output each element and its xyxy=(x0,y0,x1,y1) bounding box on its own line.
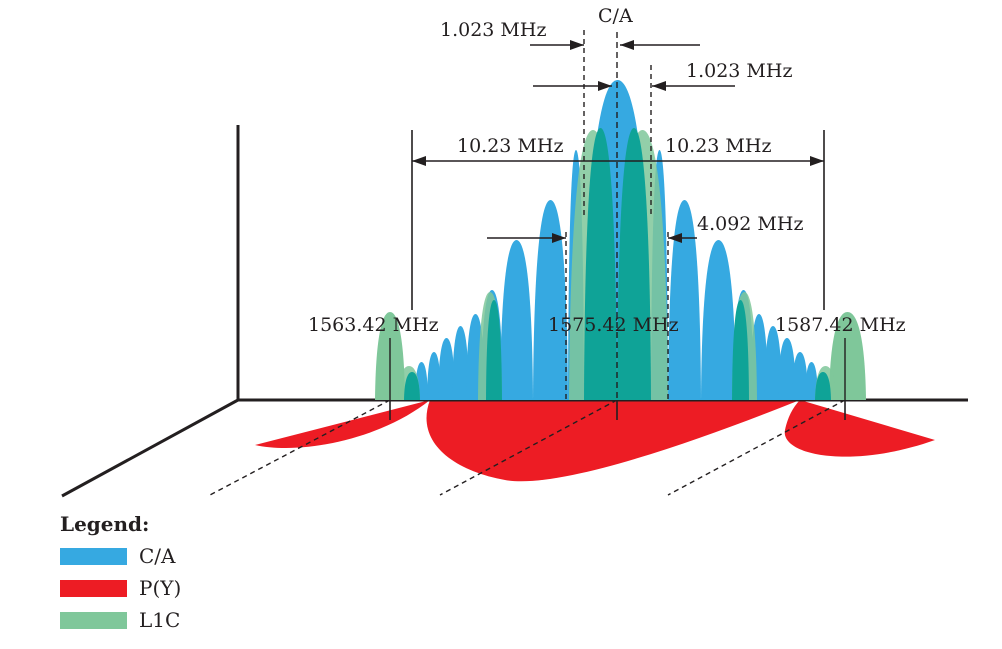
py-swatch xyxy=(60,579,127,597)
legend: Legend: C/A P(Y) L1C xyxy=(60,510,280,636)
ca-top-label: C/A xyxy=(598,5,633,27)
overlap-lobe xyxy=(404,372,420,400)
ca-chip-left-arrow-head xyxy=(570,40,584,50)
freq-right-label: 1587.42 MHz xyxy=(775,314,906,336)
freq-left-label: 1563.42 MHz xyxy=(308,314,439,336)
l1c-left-arrow-head xyxy=(552,233,566,243)
depth-line-left xyxy=(209,399,391,496)
depth-guide-lines xyxy=(209,399,846,496)
overlap-lobe xyxy=(815,372,831,400)
py-spectrum xyxy=(255,400,935,482)
legend-title: Legend: xyxy=(60,512,150,536)
depth-line-center xyxy=(439,399,618,496)
ca-lobe xyxy=(778,338,796,400)
overlap-lobe xyxy=(486,300,502,400)
ca-chip-right-arrow-head xyxy=(652,81,666,91)
ca-lobe xyxy=(701,240,736,400)
overlap-lobe xyxy=(732,300,749,400)
baseline-ticks xyxy=(389,400,846,420)
labels: C/A 1.023 MHz 1.023 MHz 10.23 MHz 10.23 … xyxy=(308,5,906,336)
ca-lobe xyxy=(792,352,808,400)
p-chip-left-arrow-head xyxy=(412,156,426,166)
ca-lobe xyxy=(533,200,568,400)
ca-lobe xyxy=(438,338,455,400)
l1c-right-arrow-head xyxy=(668,233,682,243)
freq-center-label: 1575.42 MHz xyxy=(548,314,679,336)
overlap-lobe xyxy=(617,128,651,400)
p-chip-right-arrow-head xyxy=(810,156,824,166)
legend-item-py: P(Y) xyxy=(60,572,280,604)
l1c-swatch xyxy=(60,611,127,629)
chip-p-left-label: 10.23 MHz xyxy=(457,135,563,157)
ca-lobe xyxy=(500,240,533,400)
overlap-lobe xyxy=(584,128,617,400)
ca-lobe xyxy=(668,200,701,400)
py-side-lobe-right xyxy=(784,400,935,457)
chip-ca-left-label: 1.023 MHz xyxy=(440,19,546,41)
ca-chip-left-arrow-lower-head xyxy=(598,81,612,91)
depth-axis xyxy=(61,398,239,498)
l1c-outer-lobe xyxy=(829,312,866,400)
chip-p-right-label: 10.23 MHz xyxy=(665,135,771,157)
legend-item-ca: C/A xyxy=(60,540,280,572)
ca-lobe xyxy=(427,352,441,400)
ca-lobe xyxy=(805,362,818,400)
legend-label-py: P(Y) xyxy=(139,576,182,600)
ca-lobe xyxy=(452,326,469,400)
dimension-lines xyxy=(389,30,846,400)
chip-l1c-label: 4.092 MHz xyxy=(697,213,803,235)
depth-line-right xyxy=(667,399,846,496)
spectrum-lobes xyxy=(375,80,866,400)
legend-item-l1c: L1C xyxy=(60,604,280,636)
py-main-lobe xyxy=(426,400,800,482)
ca-chip-right-arrow-top-head xyxy=(620,40,634,50)
ca-swatch xyxy=(60,547,127,565)
dimension-arrows xyxy=(412,40,824,243)
chip-ca-right-label: 1.023 MHz xyxy=(686,60,792,82)
legend-label-ca: C/A xyxy=(139,544,176,568)
py-side-lobe-left xyxy=(255,400,430,448)
ca-lobe xyxy=(764,326,782,400)
legend-label-l1c: L1C xyxy=(139,608,181,632)
